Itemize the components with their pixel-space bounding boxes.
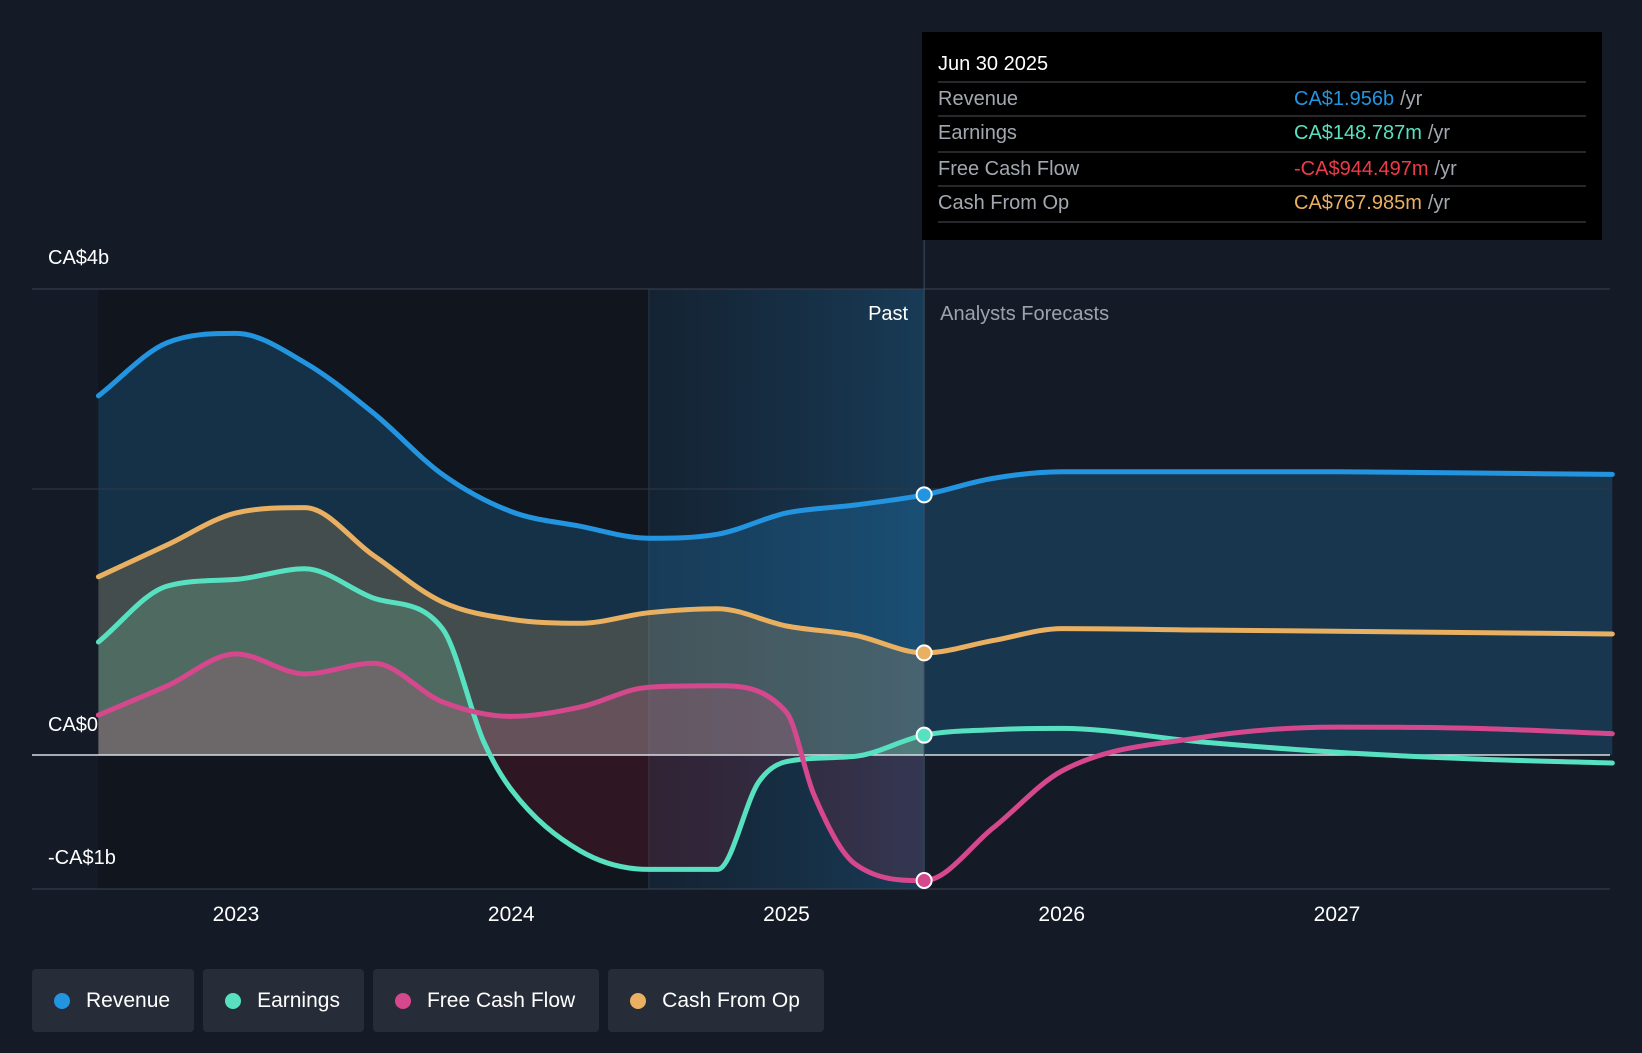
cash-from-op-line (95, 505, 1615, 656)
earnings-area-negative (98, 755, 925, 870)
tooltip-label-earnings: Earnings (938, 122, 1017, 144)
x-tick-label-2025: 2025 (763, 903, 810, 926)
cash-from-op-marker (915, 644, 933, 662)
earnings-area-negative-group (98, 755, 925, 870)
earnings-area-positive (98, 568, 925, 755)
free-cash-flow-marker (915, 872, 933, 890)
x-tick-label-2026: 2026 (1038, 903, 1085, 926)
free-cash-flow-area-positive-group (98, 653, 925, 755)
y-tick-label: CA$0 (48, 714, 98, 736)
legend-label-free-cash-flow: Free Cash Flow (426, 988, 576, 1012)
highlight-region (648, 289, 925, 889)
tooltip-unit: /yr (1400, 88, 1423, 110)
tooltip-value-earnings: CA$148.787m/yr (1294, 122, 1450, 144)
legend: Revenue Earnings Free Cash Flow Cash Fro… (32, 969, 824, 1032)
free-cash-flow-dot-icon (394, 992, 411, 1009)
tooltip-value-cash-from-op: CA$767.985m/yr (1294, 192, 1450, 214)
tooltip-label-revenue: Revenue (938, 88, 1018, 110)
tooltip-unit: /yr (1435, 158, 1458, 180)
revenue-line (95, 330, 1615, 541)
tooltip-value-free-cash-flow: -CA$944.497m/yr (1294, 158, 1457, 180)
revenue-marker (915, 486, 933, 504)
revenue-dot-icon (54, 992, 70, 1009)
legend-label-revenue: Revenue (86, 988, 171, 1012)
tooltip-date: Jun 30 2025 (938, 53, 1048, 75)
free-cash-flow-area-negative-group (98, 755, 925, 881)
cash-from-op-dot-icon (630, 992, 647, 1009)
forecast-label: Analysts Forecasts (940, 303, 1109, 325)
past-label: Past (868, 303, 908, 325)
earnings-line (95, 566, 1615, 872)
earnings-area-positive-group (98, 568, 925, 755)
tooltip-unit: /yr (1428, 192, 1451, 214)
tooltip-unit: /yr (1428, 122, 1451, 144)
free-cash-flow-area-negative (98, 755, 925, 881)
legend-item-cash-from-op[interactable]: Cash From Op (608, 969, 824, 1032)
tooltip-box (922, 32, 1602, 240)
y-tick-label: -CA$1b (48, 847, 116, 869)
free-cash-flow-line (95, 651, 1615, 884)
free-cash-flow-area-positive (98, 653, 925, 755)
tooltip-label-cash-from-op: Cash From Op (938, 192, 1069, 214)
earnings-dot-icon (225, 992, 242, 1009)
earnings-area-group (98, 568, 925, 870)
legend-item-free-cash-flow[interactable]: Free Cash Flow (372, 969, 600, 1032)
free-cash-flow-area-group (98, 653, 925, 881)
tooltip-value-revenue: CA$1.956b/yr (1294, 88, 1423, 110)
legend-item-revenue[interactable]: Revenue (32, 969, 195, 1032)
tooltip-label-free-cash-flow: Free Cash Flow (938, 158, 1080, 180)
earnings-marker (915, 726, 933, 744)
revenue-area (98, 333, 1613, 755)
legend-item-earnings[interactable]: Earnings (203, 969, 364, 1032)
legend-label-earnings: Earnings (257, 988, 340, 1012)
x-tick-label-2027: 2027 (1314, 903, 1361, 926)
y-tick-label: CA$4b (48, 247, 109, 269)
x-tick-label-2024: 2024 (488, 903, 535, 926)
legend-label-cash-from-op: Cash From Op (662, 988, 800, 1012)
x-tick-label-2023: 2023 (213, 903, 260, 926)
